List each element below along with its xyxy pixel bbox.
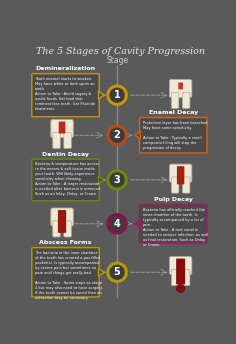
FancyBboxPatch shape: [32, 248, 99, 297]
FancyBboxPatch shape: [139, 118, 207, 153]
Circle shape: [107, 85, 127, 105]
Text: The 5 Stages of Cavity Progression: The 5 Stages of Cavity Progression: [36, 47, 206, 56]
Circle shape: [107, 125, 127, 145]
FancyBboxPatch shape: [171, 92, 179, 108]
Circle shape: [110, 217, 124, 231]
Text: Abscess Forms: Abscess Forms: [39, 240, 92, 245]
Polygon shape: [135, 131, 140, 139]
Text: 1: 1: [114, 90, 120, 100]
Text: Protective layer has been breached.
May have some sensitivity.

Action to Take :: Protective layer has been breached. May …: [143, 121, 208, 150]
FancyBboxPatch shape: [169, 257, 192, 275]
FancyBboxPatch shape: [59, 121, 65, 133]
Circle shape: [107, 262, 127, 282]
FancyBboxPatch shape: [58, 210, 66, 233]
Circle shape: [107, 214, 127, 234]
Circle shape: [110, 128, 124, 142]
FancyBboxPatch shape: [64, 132, 71, 149]
FancyBboxPatch shape: [176, 259, 185, 284]
Circle shape: [110, 88, 124, 102]
Text: Stage: Stage: [106, 56, 128, 65]
Text: Dentin Decay: Dentin Decay: [42, 152, 89, 157]
FancyBboxPatch shape: [178, 83, 183, 89]
FancyBboxPatch shape: [64, 221, 71, 237]
Text: 4: 4: [114, 219, 120, 229]
Text: Bacteria has officially reached the
inner chamber of the tooth. Is
typically acc: Bacteria has officially reached the inne…: [143, 207, 208, 247]
FancyBboxPatch shape: [139, 205, 207, 243]
FancyBboxPatch shape: [182, 269, 190, 286]
FancyBboxPatch shape: [177, 166, 184, 184]
Text: Bacteria & temperature has access
to the nerves & soft tissue inside
your tooth.: Bacteria & temperature has access to the…: [35, 162, 101, 196]
FancyBboxPatch shape: [182, 92, 190, 108]
FancyBboxPatch shape: [53, 221, 60, 237]
Text: Demineralization: Demineralization: [35, 66, 96, 71]
FancyBboxPatch shape: [32, 159, 99, 201]
Text: Pulp Decay: Pulp Decay: [154, 197, 193, 202]
Text: 2: 2: [114, 130, 120, 140]
FancyBboxPatch shape: [182, 177, 190, 193]
Circle shape: [177, 284, 185, 292]
Text: 5: 5: [114, 267, 120, 277]
Text: Tooth enamel starts to weaken.
May have white or dark spots on
tooth.
Action to : Tooth enamel starts to weaken. May have …: [35, 77, 95, 111]
Circle shape: [110, 173, 124, 187]
FancyBboxPatch shape: [51, 119, 73, 138]
Text: Enamel Decay: Enamel Decay: [149, 110, 198, 115]
FancyBboxPatch shape: [171, 269, 179, 286]
FancyBboxPatch shape: [53, 132, 60, 149]
FancyBboxPatch shape: [169, 164, 192, 182]
Polygon shape: [98, 176, 104, 184]
Text: 3: 3: [114, 175, 120, 185]
Circle shape: [107, 170, 127, 190]
FancyBboxPatch shape: [169, 79, 192, 98]
FancyBboxPatch shape: [32, 74, 99, 117]
Polygon shape: [98, 268, 104, 276]
Text: The bacteria in the inner chamber
of the tooth has created a pus-filled
pocket(s: The bacteria in the inner chamber of the…: [35, 251, 103, 300]
Polygon shape: [98, 91, 104, 99]
FancyBboxPatch shape: [171, 177, 179, 193]
Circle shape: [110, 265, 124, 279]
FancyBboxPatch shape: [51, 208, 73, 226]
Polygon shape: [135, 220, 140, 228]
